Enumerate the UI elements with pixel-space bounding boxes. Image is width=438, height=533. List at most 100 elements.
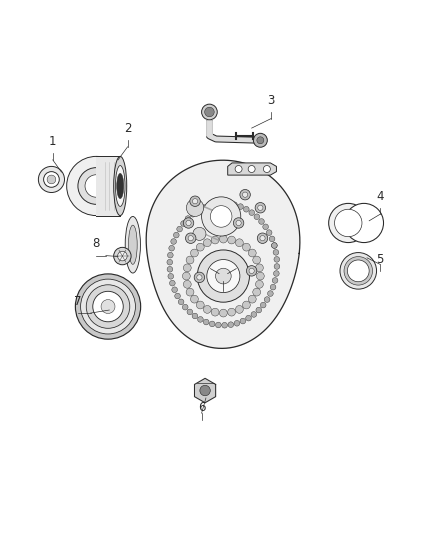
Circle shape [192,313,198,319]
Circle shape [198,317,203,322]
Circle shape [188,236,193,241]
Ellipse shape [125,216,141,273]
Text: 8: 8 [92,237,100,251]
Circle shape [101,300,115,313]
Circle shape [251,312,257,317]
Circle shape [177,226,183,232]
Circle shape [184,264,191,272]
Circle shape [211,236,219,244]
Circle shape [203,305,211,313]
Circle shape [249,268,254,273]
Text: 2: 2 [124,122,131,135]
Circle shape [257,137,264,144]
Circle shape [253,256,261,264]
Polygon shape [228,163,276,175]
Circle shape [274,256,279,262]
Polygon shape [146,160,300,349]
Circle shape [183,272,190,280]
Circle shape [93,292,123,322]
Circle shape [187,309,193,314]
Circle shape [39,166,64,192]
Circle shape [255,280,263,288]
Circle shape [234,320,240,326]
Circle shape [344,256,373,285]
Circle shape [256,272,264,280]
Circle shape [47,175,56,184]
Circle shape [248,166,255,173]
Circle shape [247,265,257,276]
Circle shape [238,204,244,209]
Text: 4: 4 [376,190,384,203]
Circle shape [228,308,236,316]
Text: 3: 3 [268,94,275,107]
Ellipse shape [116,166,125,206]
Circle shape [215,322,221,328]
Polygon shape [96,156,120,215]
Circle shape [350,209,378,237]
Circle shape [213,201,219,207]
Circle shape [184,218,194,228]
Circle shape [167,266,173,272]
Circle shape [243,192,248,197]
Circle shape [67,156,126,215]
Circle shape [170,280,175,286]
Circle shape [248,295,256,303]
Circle shape [260,302,266,308]
Circle shape [201,205,207,211]
Circle shape [196,301,204,309]
Circle shape [215,268,231,284]
Circle shape [344,204,384,243]
Circle shape [258,205,263,211]
Circle shape [117,251,127,261]
Circle shape [259,219,264,224]
Circle shape [85,175,107,197]
Circle shape [232,202,237,207]
Circle shape [249,210,254,215]
Circle shape [273,271,279,276]
Circle shape [186,220,191,225]
Circle shape [203,319,209,325]
Circle shape [197,275,202,280]
Circle shape [273,249,279,255]
Circle shape [270,284,276,290]
Circle shape [228,322,233,327]
Circle shape [175,293,180,299]
Ellipse shape [117,173,124,199]
Circle shape [207,260,240,293]
Circle shape [201,104,217,120]
Circle shape [253,288,261,296]
Ellipse shape [193,228,206,240]
Circle shape [340,253,377,289]
Circle shape [269,236,275,242]
Circle shape [240,189,251,200]
Circle shape [255,264,263,272]
Circle shape [78,168,115,204]
Circle shape [236,239,244,247]
Circle shape [190,212,196,217]
Circle shape [272,278,278,283]
Circle shape [246,316,251,321]
Circle shape [233,218,244,228]
Circle shape [181,221,186,227]
Circle shape [114,247,131,265]
Circle shape [200,385,210,396]
Circle shape [210,206,232,227]
Circle shape [263,166,270,173]
Circle shape [236,220,241,225]
Text: 7: 7 [74,295,81,308]
Circle shape [263,224,268,230]
Circle shape [178,299,184,305]
Circle shape [253,133,267,147]
Ellipse shape [114,156,127,215]
Circle shape [222,322,227,328]
Circle shape [185,216,191,221]
Text: 6: 6 [198,401,205,415]
Circle shape [44,172,59,187]
Circle shape [272,243,277,248]
Circle shape [173,232,179,238]
Circle shape [196,243,204,251]
Circle shape [167,260,173,265]
Circle shape [186,288,194,296]
Circle shape [226,201,231,206]
Text: 5: 5 [376,253,384,265]
